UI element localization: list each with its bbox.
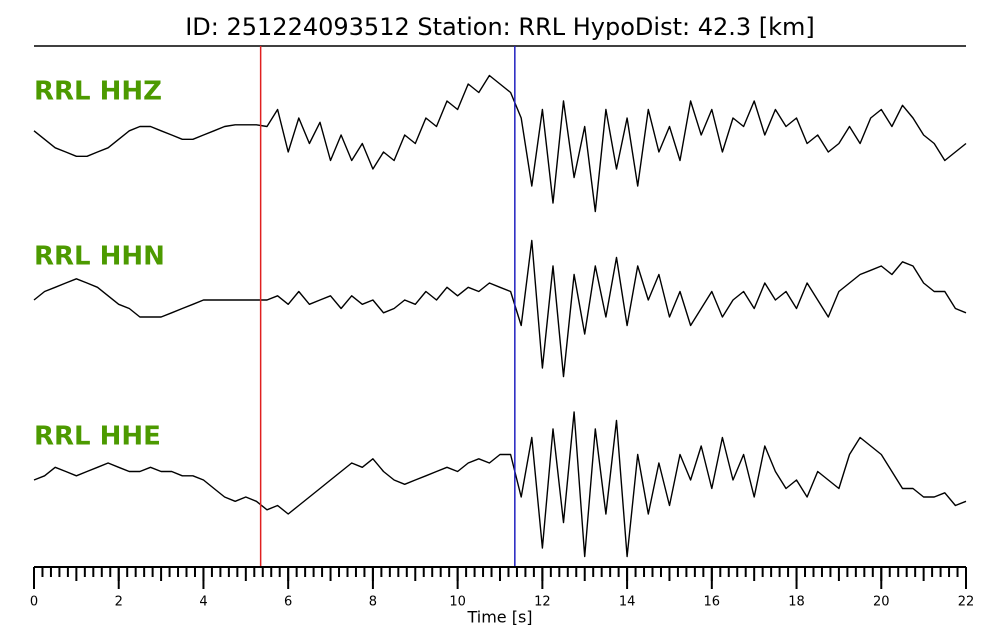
waveform (33, 239, 967, 378)
x-tick-label: 4 (199, 595, 207, 610)
x-tick-label: 22 (958, 595, 975, 610)
x-tick-label: 6 (284, 595, 292, 610)
x-tick-label: 16 (704, 595, 721, 610)
x-tick-label: 2 (115, 595, 123, 610)
x-tick-label: 14 (619, 595, 636, 610)
x-tick-label: 8 (369, 595, 377, 610)
waveform (33, 74, 967, 213)
x-tick-label: 0 (30, 595, 38, 610)
x-tick-label: 18 (788, 595, 805, 610)
x-tick-label: 20 (873, 595, 890, 610)
x-tick-label: 12 (534, 595, 551, 610)
trace-label: RRL HHN (34, 242, 165, 272)
x-axis-label: Time [s] (466, 608, 532, 627)
chart-title: ID: 251224093512 Station: RRL HypoDist: … (185, 13, 815, 41)
trace-label: RRL HHE (34, 422, 161, 452)
trace-label: RRL HHZ (34, 77, 162, 107)
x-tick-label: 10 (449, 595, 466, 610)
waveform (33, 411, 967, 558)
